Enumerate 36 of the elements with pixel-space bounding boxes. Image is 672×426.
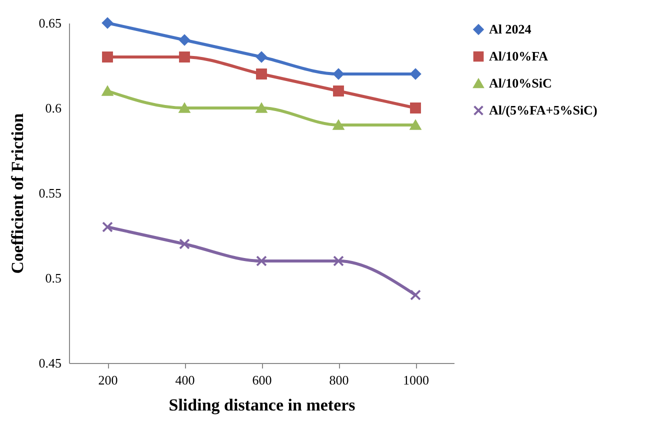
x-tick-label: 200 [98,372,118,388]
y-tick-label: 0.6 [45,100,62,116]
point [256,68,267,80]
point [256,256,267,266]
x-tick-label: 1000 [403,372,429,388]
point [333,86,344,96]
point [333,68,344,80]
x-axis-title: Sliding distance in meters [168,396,356,414]
y-tick-label: 0.45 [38,356,62,370]
y-axis-title: Coefficient of Friction [8,112,27,274]
legend-label: Al/(5%FA+5%SiC) [489,102,598,118]
point [179,52,190,62]
legend-label: Al 2024 [489,22,532,36]
point [179,103,190,113]
point [256,52,267,62]
point [410,68,421,80]
x-tick-label: 600 [252,372,272,388]
point [410,290,421,300]
point [179,34,190,46]
y-tick-label: 0.5 [45,270,62,286]
point [333,120,344,130]
point [179,238,190,250]
point [256,103,267,113]
point [102,86,113,96]
y-tick-label: 0.55 [38,186,62,200]
point [333,256,344,266]
y-tick-label: 0.65 [38,16,62,30]
legend-label: Al/10%SiC [489,76,552,90]
point [410,102,421,114]
legend-label: Al/10%FA [489,48,549,64]
x-tick-label: 800 [329,372,349,388]
point [102,52,113,62]
point [102,18,113,28]
point [410,120,421,130]
x-tick-label: 400 [175,372,195,388]
point [102,222,113,232]
